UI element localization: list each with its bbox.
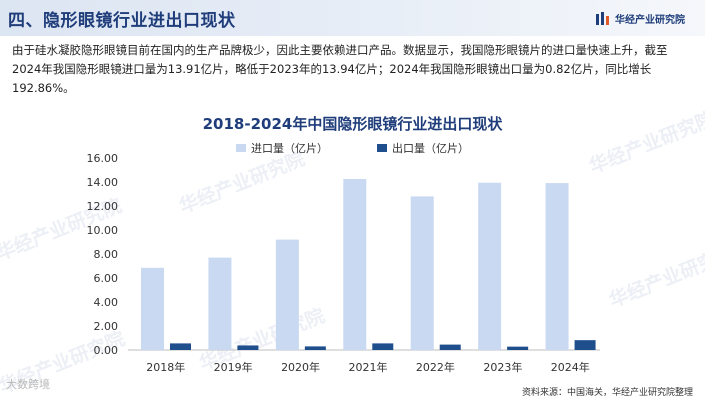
y-tick-label: 6.00 xyxy=(94,272,119,285)
bar-export xyxy=(574,340,596,350)
y-tick-label: 16.00 xyxy=(87,152,119,165)
brand-name: 华经产业研究院 xyxy=(615,15,685,26)
bar-import xyxy=(343,179,367,350)
legend-swatch xyxy=(377,144,387,152)
description-text: 由于硅水凝胶隐形眼镜目前在国内的生产品牌极少，因此主要依赖进口产品。数据显示，我… xyxy=(12,43,668,95)
legend-swatch xyxy=(236,144,246,152)
bar-export xyxy=(237,345,259,350)
x-tick-label: 2018年 xyxy=(146,360,185,374)
x-tick-label: 2022年 xyxy=(416,360,455,374)
bar-export xyxy=(439,344,461,350)
y-tick-label: 0.00 xyxy=(94,344,119,357)
bar-import xyxy=(141,267,164,350)
legend-label: 出口量（亿片） xyxy=(392,141,469,155)
y-tick-label: 8.00 xyxy=(94,248,119,261)
chart-title: 2018-2024年中国隐形眼镜行业进出口现状 xyxy=(202,115,503,133)
bar-import xyxy=(208,257,232,350)
bar-import xyxy=(545,183,569,350)
legend-label: 进口量（亿片） xyxy=(251,142,328,155)
bar-export xyxy=(304,346,326,350)
x-tick-label: 2024年 xyxy=(551,360,590,374)
x-tick-label: 2021年 xyxy=(349,360,388,374)
x-tick-label: 2020年 xyxy=(281,360,320,374)
y-tick-label: 10.00 xyxy=(87,224,119,237)
y-tick-label: 4.00 xyxy=(94,296,119,309)
y-tick-label: 12.00 xyxy=(87,200,119,213)
bar-export xyxy=(372,343,394,350)
y-tick-label: 2.00 xyxy=(94,320,119,333)
bar-import xyxy=(410,196,434,350)
header-bar xyxy=(0,0,705,36)
bar-export xyxy=(170,343,191,350)
section-title: 四、隐形眼镜行业进出口现状 xyxy=(8,11,236,31)
bar-import xyxy=(478,182,502,350)
y-tick-label: 14.00 xyxy=(87,176,119,189)
brand: 华经产业研究院 xyxy=(596,11,685,26)
brand-logo-icon xyxy=(596,12,609,25)
overlay-logo: 大数跨境 xyxy=(6,378,50,391)
bar-import xyxy=(275,239,299,350)
bar-export xyxy=(507,346,529,350)
source-note: 资料来源：中国海关，华经产业研究院整理 xyxy=(521,388,693,398)
x-tick-label: 2023年 xyxy=(483,360,522,374)
x-tick-label: 2019年 xyxy=(214,360,253,374)
